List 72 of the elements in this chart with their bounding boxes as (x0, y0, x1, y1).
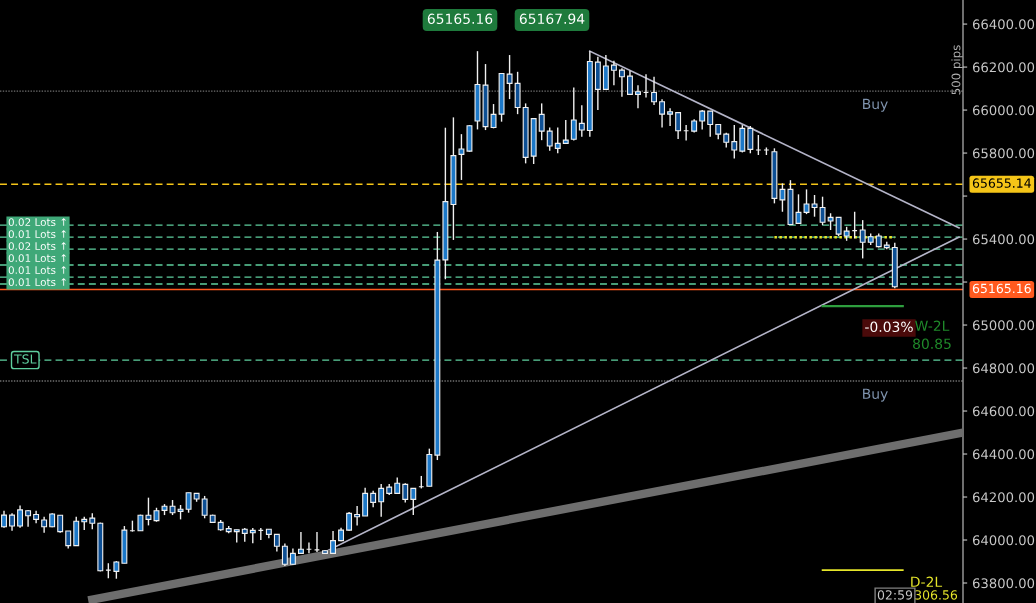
candlestick (610, 60, 617, 86)
candlestick (675, 111, 682, 140)
candlestick (635, 84, 641, 110)
candlestick (185, 492, 192, 514)
ref-line-label: 65655.14 (972, 178, 1031, 188)
ref-line-label: 0.02 Lots ↑ (8, 218, 66, 227)
y-tick-label: 64200.00 (972, 492, 1035, 503)
candlestick (699, 109, 706, 131)
annotation: 65165.16 (427, 13, 493, 25)
candlestick (562, 119, 569, 145)
y-tick-label: 66200.00 (972, 62, 1035, 73)
candlestick (578, 104, 585, 138)
candlestick (281, 542, 288, 567)
candlestick (779, 182, 786, 213)
annotation: 306.56 (915, 590, 958, 600)
y-tick-label: 63800.00 (972, 578, 1035, 589)
y-tick-label: 65800.00 (972, 148, 1035, 159)
candlestick (458, 133, 465, 181)
candlestick (354, 505, 361, 527)
ref-line-label: 0.01 Lots ↑ (8, 254, 66, 263)
y-tick-label: 64000.00 (972, 535, 1035, 546)
ref-line-label: 65165.16 (972, 283, 1031, 294)
ref-line-label: TSL (13, 354, 37, 364)
candlestick (667, 107, 674, 127)
candlestick (651, 76, 658, 106)
candlestick (731, 124, 738, 160)
ref-line-label: 0.02 Lots ↑ (8, 242, 66, 251)
annotation: D-2L (911, 576, 943, 587)
candlestick (297, 531, 304, 555)
candlestick (819, 196, 826, 226)
annotation: W-2L (915, 320, 950, 331)
y-tick-label: 64400.00 (972, 449, 1035, 460)
annotation: 65167.94 (519, 13, 585, 25)
annotation: 02:59 (877, 590, 913, 600)
ref-line-label: 0.01 Lots ↑ (8, 278, 66, 287)
candlestick (330, 530, 337, 555)
annotation: 80.85 (913, 338, 951, 350)
candlestick (546, 126, 553, 152)
candlestick (618, 67, 625, 98)
ref-line-label: Buy (863, 388, 888, 402)
candlestick (570, 86, 577, 142)
y-tick-label: 65400.00 (972, 234, 1035, 245)
candlestick (402, 482, 409, 504)
ref-line-label: 0.01 Lots ↑ (8, 230, 66, 239)
candlestick (747, 125, 754, 154)
candlestick (739, 124, 746, 154)
candlestick (554, 126, 561, 154)
y-tick-label: 66000.00 (972, 105, 1035, 116)
candlestick (201, 495, 208, 519)
candlestick (707, 110, 714, 138)
candlestick (25, 509, 32, 528)
candlestick (755, 134, 762, 156)
annotation: 500 pips (951, 45, 963, 95)
ref-line-label: 0.01 Lots ↑ (8, 266, 66, 275)
candlestick (346, 511, 353, 532)
ref-line-label: Buy (863, 98, 888, 112)
candlestick (362, 487, 369, 517)
y-tick-label: 65000.00 (972, 320, 1035, 331)
candlestick (835, 216, 842, 237)
y-tick-label: 64600.00 (972, 406, 1035, 417)
y-tick-label: 64800.00 (972, 363, 1035, 374)
candlestick (17, 504, 24, 529)
candlestick (506, 54, 513, 100)
candlestick (859, 219, 866, 260)
candlestick (627, 70, 633, 96)
candlestick (378, 483, 385, 518)
candlestick (602, 54, 609, 91)
candlestick (538, 102, 545, 141)
candlestick (410, 487, 417, 516)
y-tick-label: 66400.00 (972, 19, 1035, 30)
annotation: -0.03% (865, 321, 913, 333)
candlestick (659, 98, 666, 129)
